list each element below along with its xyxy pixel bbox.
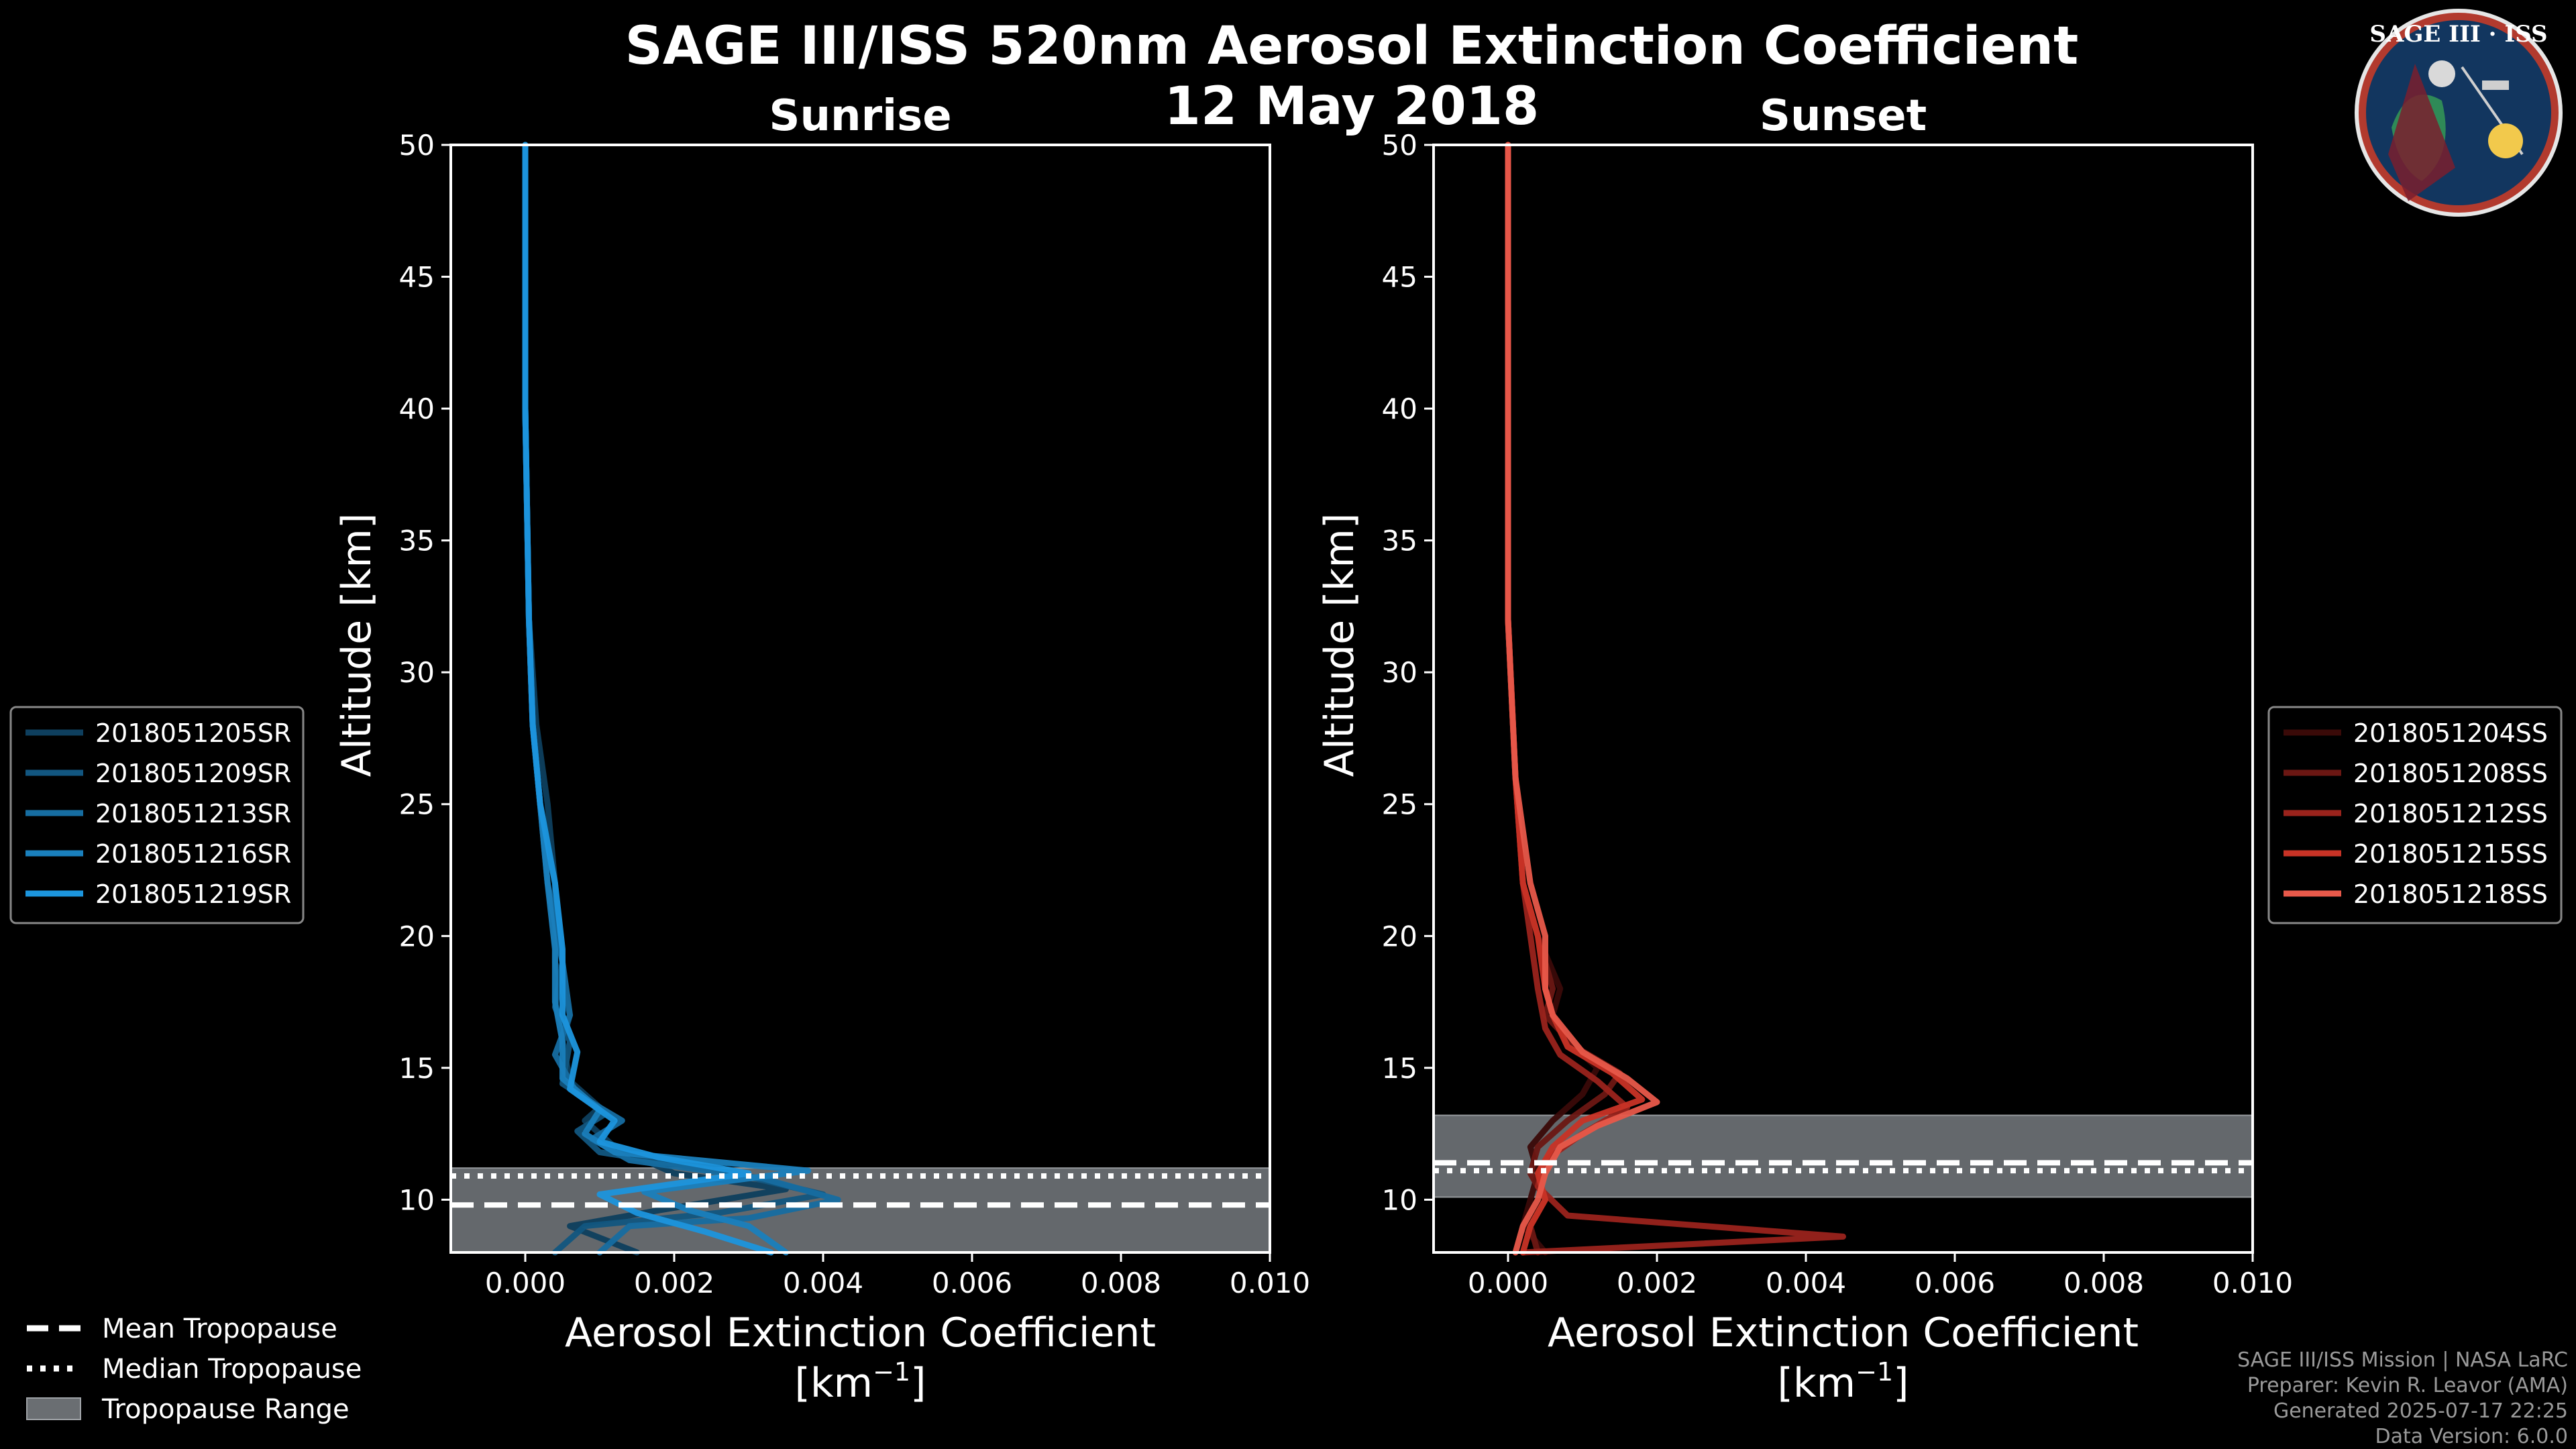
x-tick-label: 0.000 (485, 1267, 566, 1299)
panel-title: Sunset (1760, 91, 1927, 141)
footer: SAGE III/ISS Mission | NASA LaRC Prepare… (2237, 1348, 2568, 1448)
x-tick-label: 0.006 (1915, 1267, 1995, 1299)
y-axis-label: Altitude [km] (333, 513, 380, 777)
x-tick-label: 0.010 (2212, 1267, 2293, 1299)
y-tick-label: 35 (399, 525, 435, 557)
plot-frame (449, 144, 1271, 1254)
series-line-2018051218SS (1505, 142, 1660, 1256)
logo-text: SAGE III · ISS (2369, 21, 2547, 48)
y-tick-label: 10 (1382, 1183, 1417, 1216)
legend-label: 2018051215SS (2353, 839, 2548, 869)
logo-field (2366, 20, 2551, 205)
y-tick-label: 35 (1382, 525, 1417, 557)
legend-label: 2018051205SR (95, 718, 291, 748)
series-legend: 2018051205SR 2018051209SR 2018051213SR 2018… (9, 706, 305, 924)
y-tick-label: 40 (399, 392, 435, 425)
y-tick-label: 45 (1382, 261, 1417, 294)
legend-label: 2018051218SS (2353, 879, 2548, 909)
y-tick-label: 20 (399, 920, 435, 953)
y-tick-label: 25 (399, 788, 435, 821)
x-tick-label: 0.004 (783, 1267, 863, 1299)
panel-title: Sunrise (769, 91, 951, 141)
x-tick-label: 0.008 (2063, 1267, 2144, 1299)
x-axis-unit-exponent: −1 (1856, 1357, 1893, 1387)
panels: 0.000 0.002 0.004 0.006 0.008 0.010 10 15 20 25 30… (9, 91, 2563, 1407)
legend-frame (9, 706, 305, 924)
y-tick-label: 20 (1382, 920, 1417, 953)
legend-label: 2018051209SR (95, 759, 291, 788)
logo-head (2428, 60, 2455, 87)
x-axis-label: Aerosol Extinction Coefficient (565, 1309, 1156, 1356)
y-tick-label: 50 (1382, 129, 1417, 162)
panel-sunrise: 0.000 0.002 0.004 0.006 0.008 0.010 10 15 20 25 30… (9, 91, 1310, 1407)
logo-figure (2388, 64, 2455, 201)
legend-label: Tropopause Range (101, 1394, 350, 1425)
series-legend: 2018051204SS 2018051208SS 2018051212SS 2018… (2267, 706, 2563, 924)
x-axis-label: Aerosol Extinction Coefficient (1548, 1309, 2139, 1356)
plot-area (451, 145, 1270, 1252)
x-tick-label: 0.002 (634, 1267, 714, 1299)
y-tick-label: 50 (399, 129, 435, 162)
x-axis-unit-base: [km (1777, 1360, 1856, 1407)
legend-label: 2018051204SS (2353, 718, 2548, 748)
legend-frame (2267, 706, 2563, 924)
x-tick-label: 0.008 (1081, 1267, 1161, 1299)
legend-range-swatch (26, 1397, 81, 1420)
panel-sunset: 0.000 0.002 0.004 0.006 0.008 0.010 10 15 20 25 30… (1316, 91, 2563, 1407)
legend-label: Mean Tropopause (102, 1313, 337, 1344)
y-tick-label: 25 (1382, 788, 1417, 821)
legend-label: 2018051212SS (2353, 799, 2548, 828)
x-axis-unit-base: [km (794, 1360, 873, 1407)
x-axis-unit: [km−1] (1777, 1357, 1909, 1407)
series-line-2018051219SR (522, 142, 774, 1256)
y-axis-label: Altitude [km] (1316, 513, 1363, 777)
chart-title: SAGE III/ISS 520nm Aerosol Extinction Co… (625, 16, 2079, 76)
x-axis-unit-close: ] (1893, 1360, 1909, 1407)
plot-frame (1432, 144, 2254, 1254)
y-tick-label: 30 (399, 656, 435, 689)
x-axis-unit: [km−1] (794, 1357, 926, 1407)
legend-label: 2018051216SR (95, 839, 291, 869)
legend-label: 2018051219SR (95, 879, 291, 909)
logo-sun (2488, 123, 2523, 158)
legend-label: 2018051213SR (95, 799, 291, 828)
y-tick-label: 30 (1382, 656, 1417, 689)
sage-logo: SAGE III · ISS (2355, 9, 2563, 217)
logo-border (2355, 9, 2563, 217)
footer-line-3: Generated 2025-07-17 22:25 (2273, 1399, 2568, 1423)
x-tick-label: 0.010 (1230, 1267, 1310, 1299)
tropopause-range-band (450, 1167, 1271, 1253)
footer-line-4: Data Version: 6.0.0 (2375, 1425, 2568, 1448)
footer-line-2: Preparer: Kevin R. Leavor (AMA) (2247, 1374, 2568, 1397)
logo-station (2482, 80, 2509, 90)
x-tick-label: 0.004 (1766, 1267, 1846, 1299)
legend-label: Median Tropopause (102, 1354, 362, 1385)
y-tick-label: 15 (1382, 1052, 1417, 1085)
x-tick-label: 0.002 (1617, 1267, 1697, 1299)
tropopause-legend: Mean Tropopause Median Tropopause Tropopau… (26, 1313, 362, 1425)
y-tick-label: 10 (399, 1183, 435, 1216)
x-tick-label: 0.000 (1468, 1267, 1548, 1299)
plot-area (1434, 145, 2253, 1252)
y-tick-label: 40 (1382, 392, 1417, 425)
y-tick-label: 15 (399, 1052, 435, 1085)
footer-line-1: SAGE III/ISS Mission | NASA LaRC (2237, 1348, 2568, 1372)
y-tick-label: 45 (399, 261, 435, 294)
x-tick-label: 0.006 (932, 1267, 1012, 1299)
legend-label: 2018051208SS (2353, 759, 2548, 788)
chart-subtitle-date: 12 May 2018 (1165, 76, 1540, 137)
x-axis-unit-exponent: −1 (873, 1357, 910, 1387)
x-axis-unit-close: ] (910, 1360, 926, 1407)
